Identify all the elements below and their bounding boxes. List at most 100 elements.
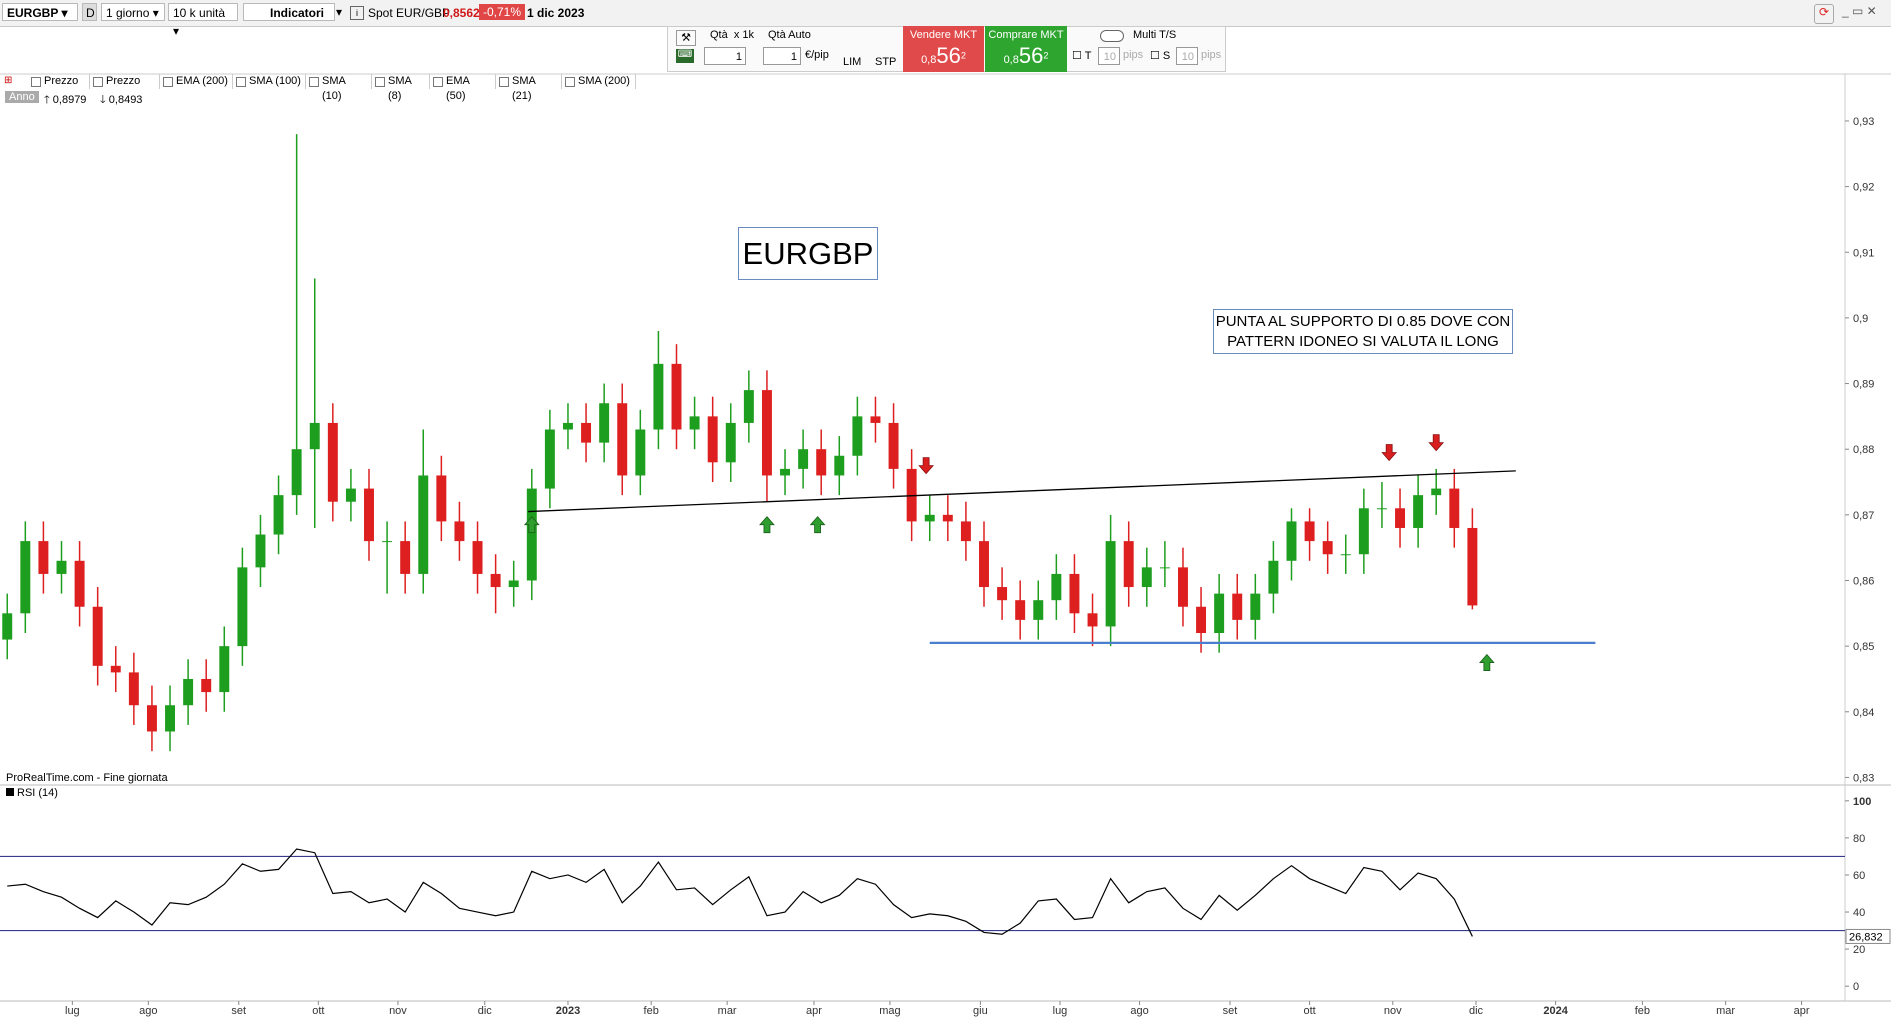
x-tick-label: dic: [478, 1005, 493, 1017]
legend-entry[interactable]: SMA (100): [233, 74, 306, 89]
y-tick-label: 40: [1853, 907, 1865, 919]
legend-entry[interactable]: Prezzo: [28, 74, 90, 89]
candle-body: [725, 422, 736, 463]
t-check[interactable]: ☐ T: [1072, 50, 1092, 62]
y-tick-label: 0,89: [1853, 379, 1874, 391]
annotation-text: PUNTA AL SUPPORTO DI 0.85 DOVE CON: [1215, 313, 1511, 330]
legend-icons: ⊞: [4, 75, 13, 86]
candle-body: [834, 455, 845, 476]
y-tick-label: 0: [1853, 981, 1859, 993]
legend-entry[interactable]: SMA (21): [496, 74, 562, 102]
toggle[interactable]: [1100, 30, 1124, 42]
candle-body: [255, 534, 266, 568]
units[interactable]: 10 k unità ▾: [168, 3, 238, 38]
info-icon[interactable]: i: [350, 6, 364, 20]
candle-body: [852, 416, 863, 456]
candle-body: [436, 475, 447, 522]
t-pips-input[interactable]: 10: [1098, 47, 1120, 65]
dropdown[interactable]: ▾: [336, 5, 343, 19]
window-controls[interactable]: _ ▭ ✕: [1842, 4, 1877, 18]
lim[interactable]: LIM: [843, 56, 862, 68]
candle-body: [490, 573, 501, 588]
candle-body: [201, 678, 212, 693]
stp[interactable]: STP: [875, 56, 897, 68]
per-pip: €/pip: [805, 49, 829, 61]
legend-entry[interactable]: EMA (50): [430, 74, 496, 102]
qty-label: Qtà x 1k: [710, 29, 754, 41]
candle-body: [1467, 527, 1478, 606]
source: ProRealTime.com - Fine giornata: [6, 772, 168, 784]
s-check[interactable]: ☐ S: [1150, 50, 1171, 62]
wrench[interactable]: ⚒: [676, 30, 696, 46]
y-tick-label: 60: [1853, 870, 1865, 882]
candle-body: [979, 541, 989, 588]
candle-body: [1015, 600, 1026, 620]
x-tick-label: giu: [973, 1005, 988, 1017]
candle-body: [1268, 560, 1279, 594]
candle-body: [110, 665, 121, 673]
rsi-title: RSI (14): [6, 787, 58, 799]
s-pips-input[interactable]: 10: [1176, 47, 1198, 65]
legend-entry[interactable]: Prezzo: [90, 74, 160, 89]
x-tick-label: lug: [65, 1005, 80, 1017]
y-tick-label: 0,93: [1853, 116, 1874, 128]
s-label: S: [1162, 50, 1171, 62]
x-tick-label: ott: [312, 1005, 324, 1017]
timeframe[interactable]: 1 giorno ▾: [101, 3, 165, 21]
keyboard[interactable]: ⌨: [676, 49, 694, 63]
buy-button[interactable]: Comprare MKT 0,8562: [985, 26, 1067, 72]
indicators[interactable]: Indicatori: [243, 3, 335, 21]
spot-change: -0,71%: [479, 4, 526, 20]
candle-body: [544, 429, 555, 489]
t-pips: pips: [1123, 49, 1144, 61]
x-tick-label: ago: [1130, 1005, 1148, 1017]
candle-body: [472, 541, 483, 574]
candle-body: [1232, 593, 1243, 620]
high-label: 0,8979: [52, 94, 87, 106]
candle-body: [273, 495, 284, 535]
qty-input[interactable]: 1: [704, 47, 746, 65]
low-label: 0,8493: [108, 94, 143, 106]
annotation-text: PATTERN IDONEO SI VALUTA IL LONG: [1227, 333, 1499, 350]
legend-entry[interactable]: EMA (200): [160, 74, 233, 89]
y-tick-label: 0,83: [1853, 772, 1874, 784]
x-tick-label: ago: [139, 1005, 157, 1017]
x-tick-label: nov: [1384, 1005, 1402, 1017]
y-tick-label: 0,88: [1853, 444, 1874, 456]
candle-body: [1105, 541, 1116, 627]
candle-body: [870, 416, 881, 423]
qty-auto: Qtà Auto: [768, 29, 811, 41]
d-button[interactable]: D: [82, 3, 97, 21]
sync-icon[interactable]: ⟳: [1814, 4, 1834, 24]
candle-body: [364, 488, 374, 542]
legend-entry[interactable]: SMA (10): [306, 74, 372, 102]
y-tick-label: 0,9: [1853, 313, 1868, 325]
x-tick-label: 2023: [556, 1005, 580, 1017]
candle-body: [1322, 541, 1333, 555]
candle-body: [1413, 495, 1424, 528]
sell-button[interactable]: Vendere MKT 0,8562: [903, 26, 984, 72]
sell-arrow: [1428, 434, 1445, 452]
legend-entry[interactable]: SMA (8): [372, 74, 430, 102]
legend-entry[interactable]: SMA (200): [562, 74, 636, 89]
order-panel: ⚒ ⌨ Qtà x 1k Qtà Auto 1 1 €/pip LIM STP …: [667, 26, 1226, 72]
quote-prefix: 0,8: [1003, 54, 1019, 66]
timeframe-text: 1 giorno: [106, 6, 150, 20]
last-value-label: 26,832: [1849, 931, 1883, 943]
symbol[interactable]: EURGBP ▾: [2, 3, 78, 21]
candle-body: [816, 449, 827, 476]
annotation-text: EURGBP: [742, 236, 874, 271]
units-text: 10 k unità: [173, 6, 226, 20]
symbol-text: EURGBP: [7, 6, 59, 20]
multi-ts: Multi T/S: [1133, 29, 1177, 41]
candle-body: [146, 705, 157, 732]
candle-body: [1304, 521, 1315, 542]
candle-body: [183, 678, 194, 706]
candle-body: [345, 488, 356, 502]
candle-body: [20, 541, 31, 614]
rsi-line: [7, 848, 1473, 937]
qty-auto-input[interactable]: 1: [763, 47, 801, 65]
candle-body: [1431, 488, 1442, 496]
candle-body: [1286, 521, 1297, 561]
